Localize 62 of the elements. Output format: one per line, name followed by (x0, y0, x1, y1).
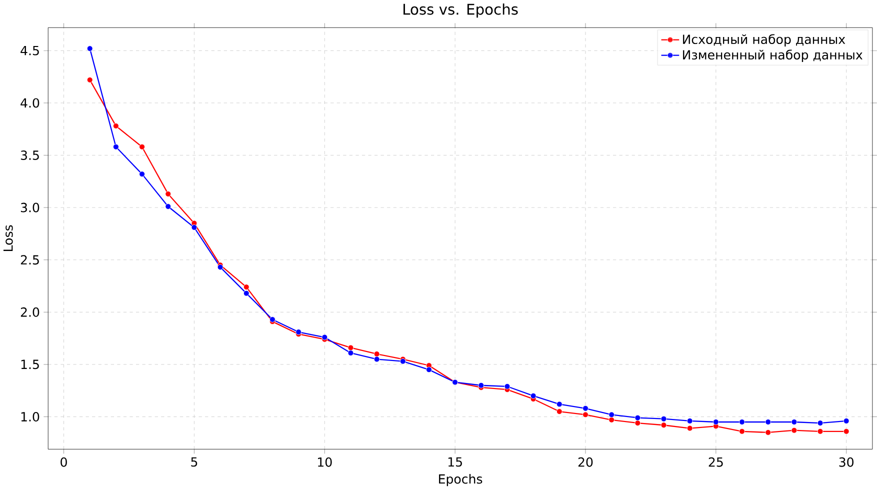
point (426, 366, 432, 373)
point (165, 204, 172, 210)
point (660, 416, 667, 422)
point (660, 422, 667, 428)
point (843, 418, 850, 424)
point (86, 46, 93, 52)
point (634, 415, 641, 421)
chart-title: Loss vs. Epochs (404, 4, 518, 18)
point (243, 284, 250, 290)
y-tick-label: 3.0 (20, 202, 40, 212)
point (191, 224, 198, 231)
x-tick-label: 20 (578, 458, 593, 468)
point (348, 350, 354, 356)
point (843, 428, 850, 435)
legend-label: Исходный набор данных (683, 34, 846, 47)
point (634, 420, 641, 426)
point (556, 401, 562, 408)
point (374, 356, 380, 362)
point (165, 191, 172, 198)
y-tick-label: 1.5 (21, 360, 39, 370)
x-tick-label: 0 (60, 458, 67, 468)
y-tick-label: 4.5 (20, 46, 39, 56)
point (139, 171, 145, 178)
x-tick-label: 15 (448, 458, 462, 467)
point (765, 430, 772, 436)
point (556, 408, 562, 415)
point (400, 358, 406, 364)
point (739, 428, 745, 435)
y-tick-label: 2.5 (20, 255, 39, 265)
x-tick-label: 10 (318, 458, 332, 468)
point (686, 418, 693, 424)
point (113, 144, 119, 150)
y-tick-label: 3.5 (20, 150, 39, 160)
point (86, 77, 93, 84)
point (348, 344, 354, 351)
point (582, 412, 588, 418)
point (582, 406, 588, 412)
point (113, 123, 119, 130)
x-tick-label: 25 (708, 458, 723, 468)
y-axis-title: Loss (3, 225, 13, 252)
x-tick-label: 30 (839, 458, 854, 468)
x-axis-title: Epochs (439, 474, 482, 486)
point (478, 382, 484, 388)
point (765, 419, 772, 426)
point (243, 290, 250, 296)
point (712, 419, 719, 426)
point (817, 420, 824, 426)
point (791, 419, 798, 426)
point (817, 428, 824, 435)
y-tick-label: 1.0 (21, 412, 40, 422)
point (739, 419, 745, 426)
point (686, 426, 693, 432)
point (608, 417, 615, 423)
point (504, 384, 510, 390)
y-tick-label: 2.0 (20, 308, 40, 318)
point (530, 393, 536, 399)
y-tick-label: 4.0 (20, 98, 40, 108)
legend-label: Измененный набор данных (683, 50, 862, 62)
point (608, 412, 615, 418)
point (791, 428, 798, 434)
x-tick-label: 5 (191, 458, 198, 467)
point (139, 144, 145, 150)
